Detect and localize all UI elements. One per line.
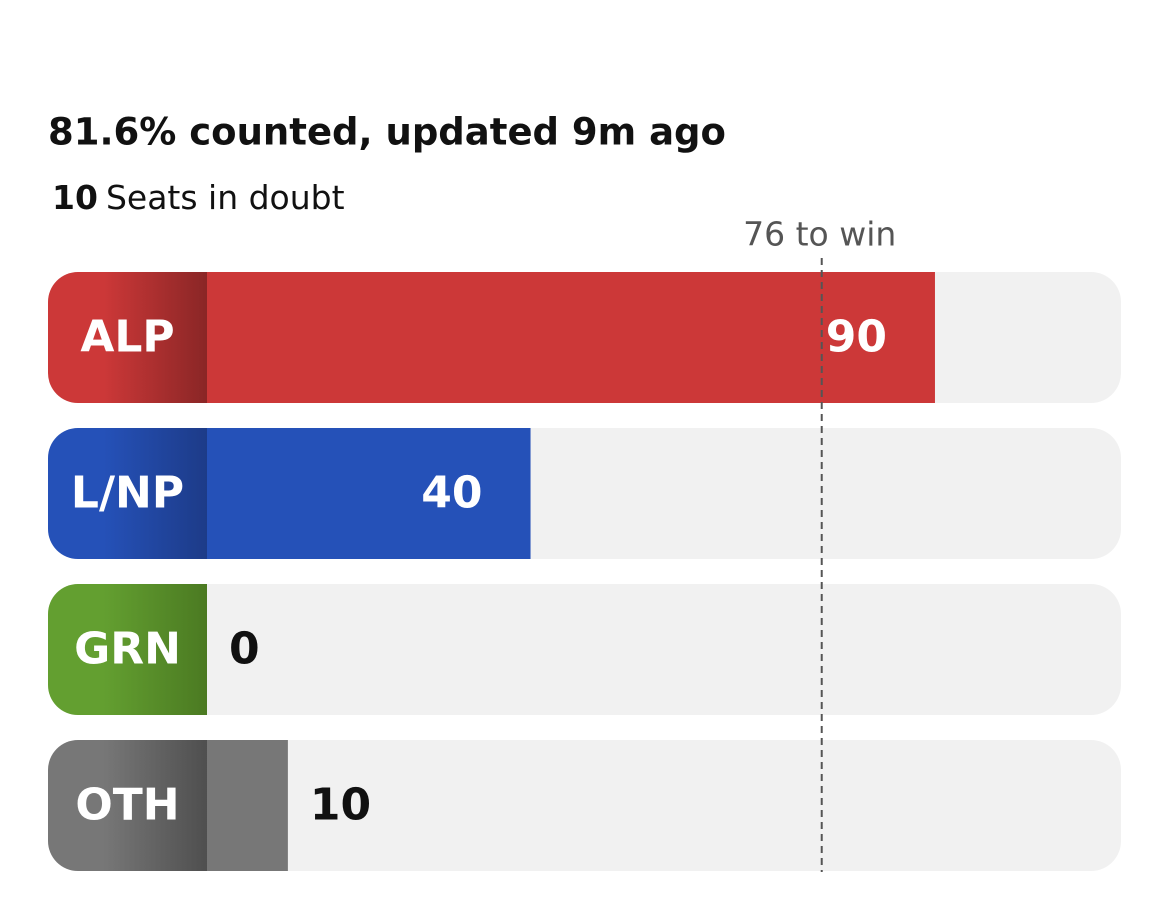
party-label-box [48, 584, 207, 715]
party-label: GRN [74, 624, 181, 675]
party-label-box [48, 740, 207, 871]
party-label: OTH [75, 780, 179, 831]
row [48, 428, 1121, 559]
party-label-box [48, 272, 207, 403]
track [48, 584, 1121, 715]
seats-in-doubt-count: 10 [52, 178, 98, 217]
value-label: 90 [826, 312, 887, 363]
row [48, 272, 1121, 403]
bar [207, 428, 531, 559]
value-label: 40 [421, 468, 482, 519]
value-label: 0 [229, 624, 260, 675]
row [48, 740, 1121, 871]
value-label: 10 [310, 780, 371, 831]
party-label: L/NP [71, 468, 184, 519]
party-label: ALP [80, 312, 174, 363]
chart-title: 81.6% counted, updated 9m ago [48, 111, 726, 154]
bar [207, 272, 935, 403]
seats-in-doubt-label: Seats in doubt [106, 178, 345, 217]
subtitle: 10 Seats in doubt [52, 178, 345, 217]
bar [207, 740, 288, 871]
row [48, 584, 1121, 715]
party-label-box [48, 428, 207, 559]
threshold-label: 76 to win [743, 215, 896, 254]
